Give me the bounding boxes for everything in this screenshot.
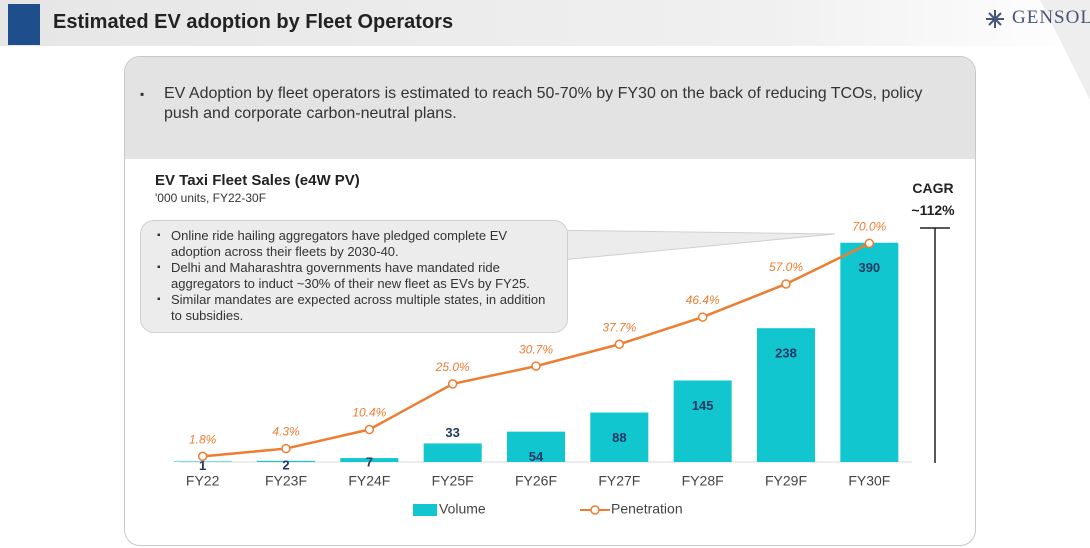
line-value-label: 57.0%	[769, 260, 803, 274]
line-value-label: 70.0%	[852, 220, 886, 234]
bar	[173, 461, 232, 462]
bar-value-label: 54	[529, 449, 544, 464]
line-value-label: 46.4%	[686, 293, 720, 307]
callout-bullet: Online ride hailing aggregators have ple…	[155, 228, 555, 260]
line-value-label: 37.7%	[602, 320, 636, 334]
bar-value-label: 390	[858, 260, 880, 275]
line-point	[364, 424, 375, 435]
bar	[590, 412, 649, 462]
line-point	[447, 379, 458, 389]
chart-title: EV Taxi Fleet Sales (e4W PV)	[155, 172, 360, 189]
callout-bullet: Delhi and Maharashtra governments have m…	[155, 260, 555, 292]
bar-value-label: 88	[612, 430, 626, 445]
callout-pointer	[539, 229, 836, 263]
line-value-label: 25.0%	[435, 360, 470, 374]
cagr-value: ~112%	[911, 202, 955, 218]
bar	[673, 380, 732, 462]
x-tick-label: FY30F	[848, 473, 890, 489]
line-point	[197, 451, 208, 462]
legend-label: Volume	[439, 501, 486, 517]
header-accent	[8, 4, 40, 45]
x-tick-label: FY26F	[515, 473, 557, 489]
line-value-label: 10.4%	[352, 406, 386, 420]
bar-value-label: 33	[445, 425, 459, 440]
line-point	[697, 312, 708, 322]
bar-value-label: 7	[366, 455, 373, 470]
logo: GENSOL	[1012, 7, 1090, 28]
line-point	[531, 361, 541, 371]
bar	[340, 458, 399, 462]
bar-value-label: 238	[775, 346, 797, 361]
line-value-label: 30.7%	[519, 342, 553, 356]
legend-swatch	[590, 505, 600, 515]
line-point	[281, 443, 291, 454]
legend-swatch	[413, 504, 437, 516]
bar	[257, 460, 315, 462]
callout-bullet: Similar mandates are expected across mul…	[155, 292, 555, 324]
header-bar	[0, 0, 1090, 46]
bar	[507, 431, 565, 462]
bar-value-label: 145	[692, 398, 714, 413]
callout: Online ride hailing aggregators have ple…	[140, 220, 568, 333]
line-value-label: 4.3%	[272, 425, 300, 439]
x-tick-label: FY29F	[765, 473, 807, 489]
page-title: Estimated EV adoption by Fleet Operators	[53, 11, 454, 33]
x-tick-label: FY25F	[432, 473, 474, 489]
cagr-label: CAGR	[912, 180, 954, 196]
bar	[840, 242, 899, 462]
line-point	[614, 339, 625, 349]
chart-subtitle: '000 units, FY22-30F	[155, 191, 267, 205]
x-tick-label: FY24F	[348, 473, 390, 489]
line-point	[781, 279, 791, 289]
x-tick-label: FY23F	[265, 473, 307, 489]
summary-bullet: EV Adoption by fleet operators is estima…	[140, 84, 954, 124]
bar	[423, 443, 482, 462]
x-tick-label: FY28F	[682, 473, 724, 489]
x-tick-label: FY27F	[598, 473, 640, 489]
legend-label: Penetration	[611, 501, 683, 517]
bar-value-label: 2	[282, 457, 289, 472]
bar	[757, 328, 815, 462]
line-point	[864, 238, 875, 249]
bar-value-label: 1	[199, 458, 206, 473]
line-value-label: 1.8%	[189, 433, 217, 447]
x-tick-label: FY22	[186, 473, 220, 489]
